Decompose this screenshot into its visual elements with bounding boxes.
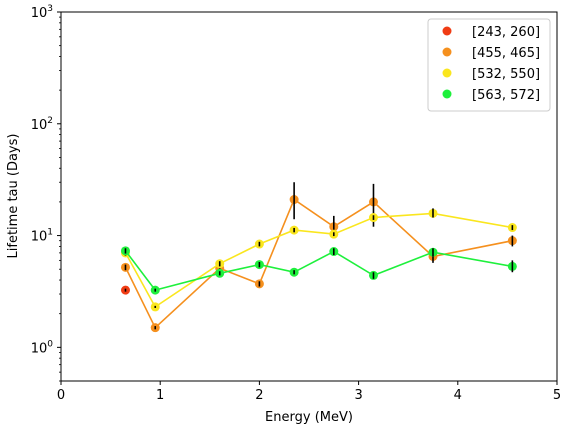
x-tick-label: 1 — [156, 388, 164, 403]
x-tick-label: 0 — [57, 388, 65, 403]
x-tick-label: 3 — [354, 388, 362, 403]
legend-marker — [442, 68, 452, 78]
legend-box — [427, 18, 551, 112]
legend-marker — [442, 89, 452, 99]
y-tick-label: 102 — [31, 116, 53, 133]
y-axis: 100 101 102 103 — [31, 4, 61, 382]
plot-frame — [60, 11, 558, 382]
legend-label: [455, 465] — [472, 46, 540, 61]
legend-label: [243, 260] — [472, 25, 540, 40]
x-axis-label: Energy (MeV) — [265, 410, 353, 425]
legend: [243, 260] [455, 465] [532, 550] [563, 572] — [427, 18, 551, 112]
series-3 — [120, 246, 517, 295]
legend-marker — [442, 47, 452, 57]
series-layer — [120, 182, 517, 333]
x-tick-label: 2 — [255, 388, 263, 403]
y-axis-label: Lifetime tau (Days) — [6, 134, 21, 259]
y-tick-label: 103 — [31, 4, 53, 21]
x-tick-label: 4 — [454, 388, 462, 403]
series-0 — [120, 285, 130, 295]
x-tick-label: 5 — [553, 388, 561, 403]
legend-marker — [442, 26, 452, 36]
y-tick-label: 101 — [31, 228, 53, 245]
legend-label: [532, 550] — [472, 67, 540, 82]
y-tick-label: 100 — [31, 339, 54, 356]
legend-label: [563, 572] — [472, 88, 540, 103]
x-axis: 0 1 2 3 4 5 — [57, 381, 561, 403]
